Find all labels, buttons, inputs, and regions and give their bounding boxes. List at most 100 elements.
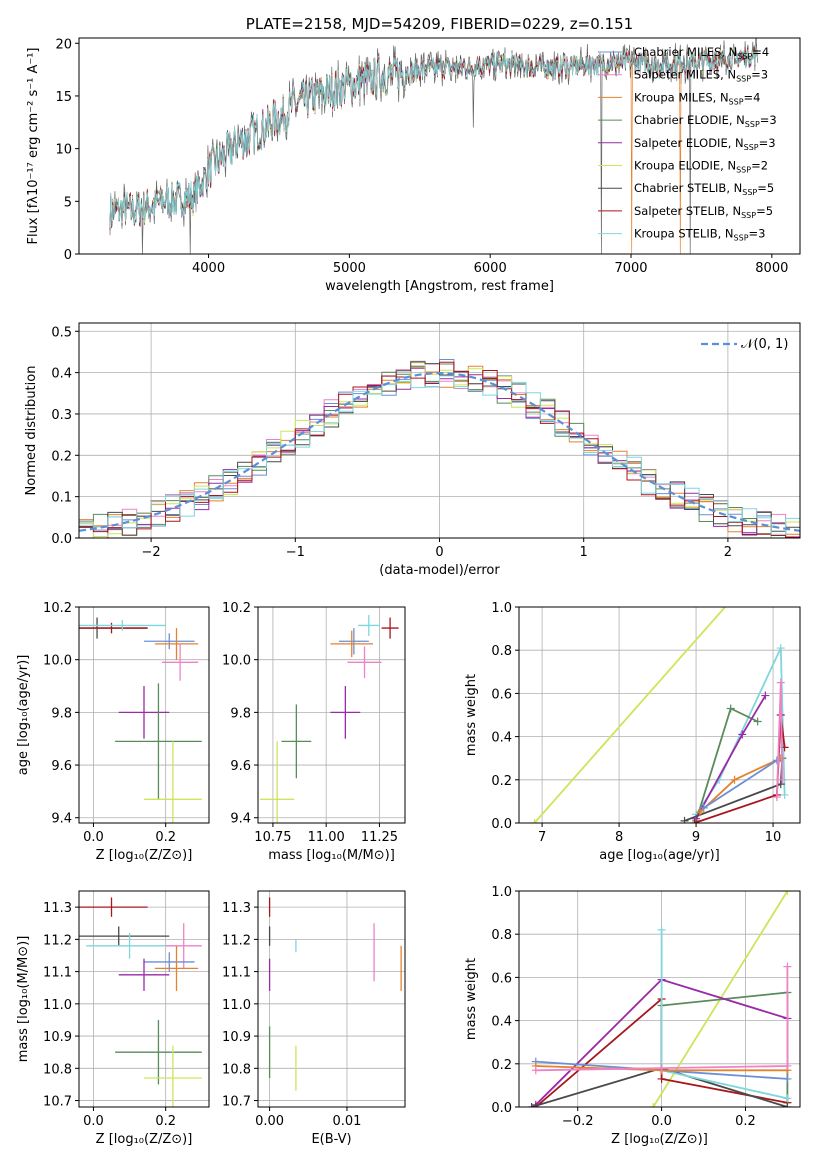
- data-point: [381, 617, 399, 639]
- x-tick-label: 11.25: [361, 830, 398, 845]
- plot-area: [79, 897, 202, 1107]
- y-tick-label: 0.0: [491, 817, 512, 832]
- axes-frame: [518, 890, 801, 1108]
- data-point: [144, 633, 195, 650]
- y-axis-label: mass weight: [464, 958, 479, 1040]
- residual-histogram: [79, 375, 800, 535]
- y-tick-label: 10.8: [222, 1062, 251, 1077]
- data-point: [115, 1019, 202, 1085]
- x-tick-label: 0.2: [155, 1114, 176, 1129]
- weight-marker: [726, 704, 735, 713]
- plot-area: [109, 38, 759, 254]
- weight-marker: [527, 1103, 536, 1107]
- y-tick-label: 9.8: [51, 706, 72, 721]
- y-tick-label: 11.3: [43, 901, 72, 916]
- panel-weight_vs_age: 7 8 9 10 0.0 0.2 0.4 0.6 0.8 1.0 age [log₁₀(age/yr…: [464, 601, 801, 863]
- x-tick-label: 0: [435, 545, 443, 560]
- y-tick-label: 1.0: [491, 885, 512, 900]
- y-tick-label: 5: [64, 195, 72, 210]
- weight-marker: [657, 1064, 666, 1073]
- y-axis-label: mass weight: [464, 674, 479, 756]
- y-tick-label: 0.4: [491, 731, 512, 746]
- y-tick-label: 10.2: [43, 601, 72, 616]
- weight-marker: [776, 678, 785, 687]
- y-tick-label: 1.0: [491, 601, 512, 616]
- x-tick-label: −1: [286, 545, 305, 560]
- weight-line: [535, 966, 789, 1072]
- y-tick-label: 20: [55, 37, 72, 52]
- weight-line: [695, 695, 767, 820]
- plot-area: [79, 359, 800, 538]
- y-tick-label: 0.4: [51, 367, 72, 382]
- y-axis-label: age [log₁₀(age/yr)]: [16, 655, 31, 776]
- residual-histogram: [79, 367, 800, 538]
- weight-marker: [761, 691, 770, 700]
- weight-line: [660, 991, 789, 1103]
- weight-marker: [778, 775, 787, 784]
- x-axis-label: mass [log₁₀(M/M⊙)]: [268, 848, 395, 863]
- y-tick-label: 9.4: [230, 812, 251, 827]
- weight-marker: [531, 1066, 540, 1075]
- y-tick-label: 0.0: [491, 1101, 512, 1116]
- y-axis-label: mass [log₁₀(M/M⊙)]: [16, 936, 31, 1063]
- y-tick-label: 10.7: [222, 1095, 251, 1110]
- weight-line: [694, 714, 786, 823]
- weight-marker: [649, 1103, 658, 1107]
- x-tick-label: 10: [765, 830, 782, 845]
- weight-marker: [783, 1061, 792, 1070]
- weight-line: [703, 759, 778, 809]
- legend-entry: Kroupa ELODIE, NSSP=2: [634, 159, 768, 175]
- y-tick-label: 10: [55, 143, 72, 158]
- x-tick-label: 6000: [474, 261, 507, 276]
- plot-area: [260, 614, 399, 823]
- x-tick-label: 2: [724, 545, 732, 560]
- weight-marker: [783, 1103, 792, 1107]
- weight-marker: [657, 925, 666, 934]
- x-axis-label: Z [log₁₀(Z/Z⊙)]: [96, 848, 193, 863]
- x-tick-label: 0.0: [83, 830, 104, 845]
- weight-line: [531, 1067, 788, 1107]
- model-spectrum-line: [109, 44, 759, 228]
- y-tick-label: 0.2: [491, 1058, 512, 1073]
- data-point: [86, 932, 173, 959]
- weight-marker: [530, 819, 539, 823]
- y-tick-label: 0.6: [491, 687, 512, 702]
- y-tick-label: 10.7: [43, 1095, 72, 1110]
- weight-marker: [738, 730, 747, 739]
- y-tick-label: 0.5: [51, 325, 72, 340]
- x-tick-label: 7000: [614, 261, 647, 276]
- y-tick-label: 0.6: [491, 971, 512, 986]
- y-tick-label: 11.1: [43, 966, 72, 981]
- y-tick-label: 9.8: [230, 706, 251, 721]
- data-point: [144, 741, 202, 823]
- chart-title: PLATE=2158, MJD=54209, FIBERID=0229, z=0…: [246, 15, 633, 33]
- y-tick-label: 10.0: [43, 654, 72, 669]
- weight-marker: [783, 962, 792, 971]
- x-axis-label: (data-model)/error: [379, 563, 500, 578]
- x-tick-label: 10.75: [254, 830, 291, 845]
- y-tick-label: 0: [64, 248, 72, 263]
- x-tick-label: 0.00: [255, 1114, 284, 1129]
- y-tick-label: 11.0: [222, 998, 251, 1013]
- x-tick-label: −2: [142, 545, 161, 560]
- y-tick-label: 9.6: [51, 759, 72, 774]
- weight-marker: [680, 816, 689, 823]
- y-tick-label: 0.2: [51, 449, 72, 464]
- axes-frame: [518, 606, 801, 824]
- x-tick-label: 7: [538, 830, 546, 845]
- x-tick-label: 0.2: [155, 830, 176, 845]
- plot-area: [79, 617, 202, 823]
- data-point: [330, 686, 361, 739]
- panel-spectrum: 4000 5000 6000 7000 8000 0 5 10 15 20 wavelength […: [26, 15, 801, 294]
- plot-area: [530, 607, 789, 823]
- y-tick-label: 11.0: [43, 998, 72, 1013]
- x-axis-label: wavelength [Angstrom, rest frame]: [325, 279, 554, 294]
- data-point: [115, 683, 202, 800]
- y-tick-label: 0.2: [491, 774, 512, 789]
- weight-marker: [699, 803, 708, 812]
- legend-entry: Chabrier MILES, NSSP=4: [634, 45, 769, 61]
- y-tick-label: 11.1: [222, 966, 251, 981]
- axes-frame: [257, 890, 406, 1108]
- data-point: [338, 628, 369, 655]
